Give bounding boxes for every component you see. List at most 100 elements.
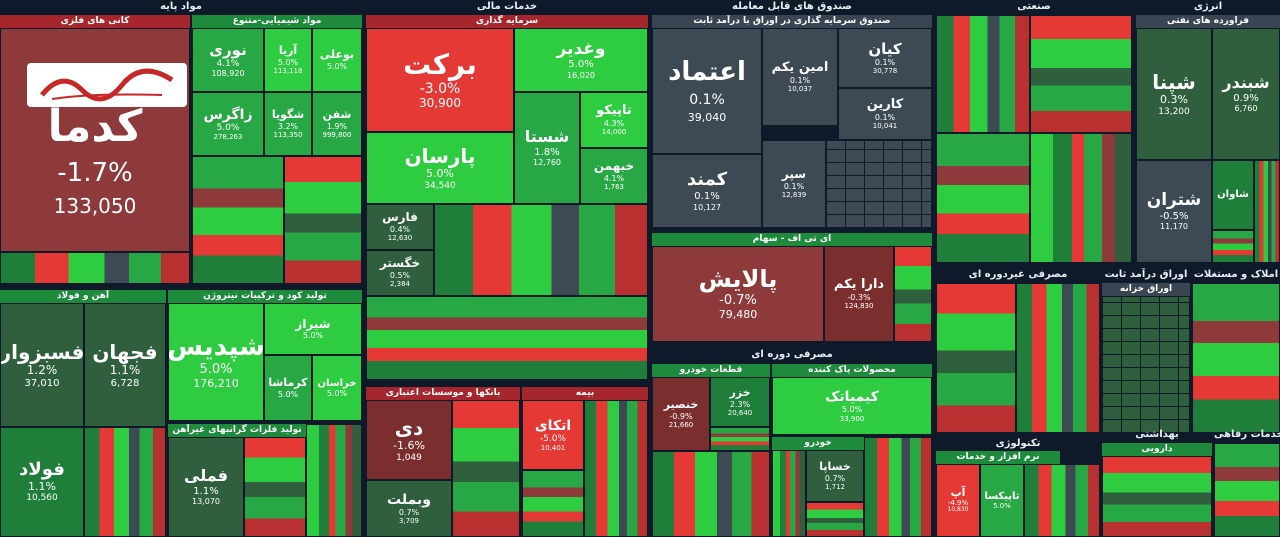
- tile-darayekom[interactable]: دارا یکم -0.3% 124,830: [824, 246, 894, 342]
- tile-steel-small[interactable]: [84, 427, 166, 537]
- sector-fixed-income[interactable]: اوراق درآمد ثابت: [1104, 269, 1188, 280]
- tile-durables-misc[interactable]: [864, 437, 932, 537]
- tile-energy-small-2[interactable]: [1212, 230, 1254, 263]
- tile-autos-small[interactable]: [772, 450, 806, 537]
- tile-auto-parts-small-2[interactable]: [710, 427, 770, 451]
- tile-treasury-grid[interactable]: [1102, 296, 1190, 433]
- group-fixed-income-fund[interactable]: صندوق سرمایه گذاری در اوراق با درآمد ثاب…: [652, 15, 932, 28]
- sector-welfare[interactable]: خدمات رفاهی: [1214, 429, 1280, 440]
- sector-consumer-durables[interactable]: مصرفی دوره ای: [751, 349, 833, 360]
- tile-invest-small-1[interactable]: [434, 204, 648, 296]
- tile-arya[interactable]: آریا 5.0% 113,118: [264, 28, 312, 92]
- tile-autos-small-2[interactable]: [806, 502, 864, 537]
- tile-khesapa[interactable]: خساپا 0.7% 1,712: [806, 450, 864, 502]
- group-banks[interactable]: بانکها و موسسات اعتباری: [366, 387, 520, 400]
- tile-staples-2[interactable]: [1016, 283, 1100, 433]
- tile-shiraz[interactable]: شیراز 5.0%: [264, 303, 362, 355]
- group-iron-steel[interactable]: آهن و فولاد: [0, 290, 166, 303]
- tile-banks-small[interactable]: [452, 400, 520, 537]
- group-chemicals[interactable]: مواد شیمیایی-متنوع: [192, 15, 362, 28]
- tile-shafan[interactable]: شفن 1.9% 999,800: [312, 92, 362, 156]
- tile-khonsar[interactable]: خنصیر -0.9% 21,660: [652, 377, 710, 451]
- tile-vaghadir[interactable]: وغدیر 5.0% 16,020: [514, 28, 648, 92]
- sector-etf[interactable]: صندوق های قابل معامله: [732, 1, 852, 12]
- tile-nonferrous-small[interactable]: [244, 437, 306, 537]
- tile-bouali[interactable]: بوعلی 5.0%: [312, 28, 362, 92]
- tile-karin[interactable]: کارین 0.1% 10,041: [838, 88, 932, 140]
- tile-insurance-small[interactable]: [584, 400, 648, 537]
- tile-welfare[interactable]: [1214, 443, 1280, 537]
- group-metal-ores[interactable]: کانی های فلزی: [0, 15, 190, 28]
- tile-chem-small-1[interactable]: [192, 156, 284, 284]
- group-cleaners[interactable]: محصولات پاک کننده: [772, 364, 932, 377]
- tile-zagros[interactable]: زاگرس 5.0% 278,263: [192, 92, 264, 156]
- tile-shabandar[interactable]: شبندر 0.9% 6,760: [1212, 28, 1280, 160]
- tile-faras[interactable]: فارس 0.4% 12,630: [366, 204, 434, 250]
- tile-foulad[interactable]: فولاد 1.1% 10,560: [0, 427, 84, 537]
- tile-industrial-4[interactable]: [1030, 133, 1132, 263]
- tile-ap[interactable]: آپ -4.9% 10,830: [936, 464, 980, 537]
- tile-nouri[interactable]: نوری 4.1% 108,920: [192, 28, 264, 92]
- tile-khorasan[interactable]: خراسان 5.0%: [312, 355, 362, 421]
- group-etf-stock[interactable]: ای تی اف - سهام: [652, 233, 932, 246]
- tile-staples-1[interactable]: [936, 283, 1016, 433]
- group-auto-parts[interactable]: قطعات خودرو: [652, 364, 770, 377]
- sector-health[interactable]: بهداشتی: [1135, 429, 1179, 440]
- tile-tech-small[interactable]: [1024, 464, 1100, 537]
- tile-tapikesh[interactable]: تاپیکسا 5.0%: [980, 464, 1024, 537]
- sector-consumer-staples[interactable]: مصرفی غیردوره ای: [968, 269, 1068, 280]
- group-treasury[interactable]: اوراق خزانه: [1102, 283, 1190, 296]
- tile-energy-small[interactable]: [1254, 160, 1280, 263]
- tile-etemad[interactable]: اعتماد 0.1% 39,040: [652, 28, 762, 154]
- tile-real-estate[interactable]: [1192, 283, 1280, 433]
- sector-financial[interactable]: خدمات مالی: [476, 1, 538, 12]
- tile-kamand[interactable]: کمند 0.1% 10,127: [652, 154, 762, 228]
- tile-kadma[interactable]: کدما -1.7% 133,050: [0, 28, 190, 252]
- tile-kermasha[interactable]: کرماشا 5.0%: [264, 355, 312, 421]
- group-coke-petroleum[interactable]: تولید کود و ترکیبات نیتروژن: [168, 290, 362, 303]
- tile-femeli[interactable]: فملی 1.1% 13,070: [168, 437, 244, 537]
- tile-dey[interactable]: دی -1.6% 1,049: [366, 400, 452, 480]
- tile-tapiko[interactable]: تاپیکو 4.3% 14,000: [580, 92, 648, 148]
- tile-pharma[interactable]: [1102, 456, 1212, 537]
- tile-vabmellat[interactable]: وبملت 0.7% 3,709: [366, 480, 452, 537]
- tile-industrial-3[interactable]: [936, 133, 1030, 263]
- tile-etf-stock-small[interactable]: [894, 246, 932, 342]
- tile-palayesh[interactable]: پالایش -0.7% 79,480: [652, 246, 824, 342]
- group-oil-refining[interactable]: فراورده های نفتی: [1136, 15, 1280, 28]
- group-nonferrous[interactable]: تولید فلزات گرانبهای غیرآهن: [168, 424, 306, 437]
- tile-aminyekom[interactable]: امین یکم 0.1% 10,037: [762, 28, 838, 126]
- tile-fajhan[interactable]: فجهان 1.1% 6,728: [84, 303, 166, 427]
- tile-fesabzevar[interactable]: فسبزوار 1.2% 37,010: [0, 303, 84, 427]
- tile-basic-misc[interactable]: [306, 424, 362, 537]
- tile-kama[interactable]: [0, 252, 190, 284]
- tile-industrial-1[interactable]: [936, 15, 1030, 133]
- group-pharma[interactable]: دارویی: [1102, 443, 1212, 456]
- tile-shasta[interactable]: شستا 1.8% 12,760: [514, 92, 580, 204]
- sector-basic-materials[interactable]: مواد پایه: [160, 1, 202, 12]
- tile-parsan[interactable]: پارسان 5.0% 34,540: [366, 132, 514, 204]
- tile-industrial-2[interactable]: [1030, 15, 1132, 133]
- tile-shapdis[interactable]: شپدیس 5.0% 176,210: [168, 303, 264, 421]
- tile-shapna[interactable]: شپنا 0.3% 13,200: [1136, 28, 1212, 160]
- tile-shavan[interactable]: شاوان: [1212, 160, 1254, 230]
- tile-khanhman[interactable]: خبهمن 4.1% 1,763: [580, 148, 648, 204]
- tile-etf-small[interactable]: [826, 140, 932, 228]
- tile-chem-small-2[interactable]: [284, 156, 362, 284]
- group-software[interactable]: نرم افزار و خدمات: [936, 451, 1060, 464]
- sector-industrial[interactable]: صنعتی: [1017, 1, 1051, 12]
- tile-atkai[interactable]: اتکای -5.0% 10,401: [522, 400, 584, 470]
- tile-khazar[interactable]: خزر 2.3% 20,640: [710, 377, 770, 427]
- group-autos[interactable]: خودرو: [772, 437, 864, 450]
- sector-energy[interactable]: انرژی: [1193, 1, 1223, 12]
- tile-shaguya[interactable]: شگویا 3.2% 113,350: [264, 92, 312, 156]
- tile-khagostar[interactable]: خگستر 0.5% 2,384: [366, 250, 434, 296]
- sector-technology[interactable]: تکنولوژی: [995, 438, 1041, 449]
- tile-barakat[interactable]: برکت -3.0% 30,900: [366, 28, 514, 132]
- tile-kian[interactable]: کیان 0.1% 30,778: [838, 28, 932, 88]
- tile-kimiatak[interactable]: کیمیاتک 5.0% 33,900: [772, 377, 932, 435]
- group-investment[interactable]: سرمایه گذاری: [366, 15, 648, 28]
- tile-separ[interactable]: سپر 0.1% 12,839: [762, 140, 826, 228]
- tile-auto-parts-small[interactable]: [652, 451, 770, 537]
- tile-insurance-small-2[interactable]: [522, 470, 584, 537]
